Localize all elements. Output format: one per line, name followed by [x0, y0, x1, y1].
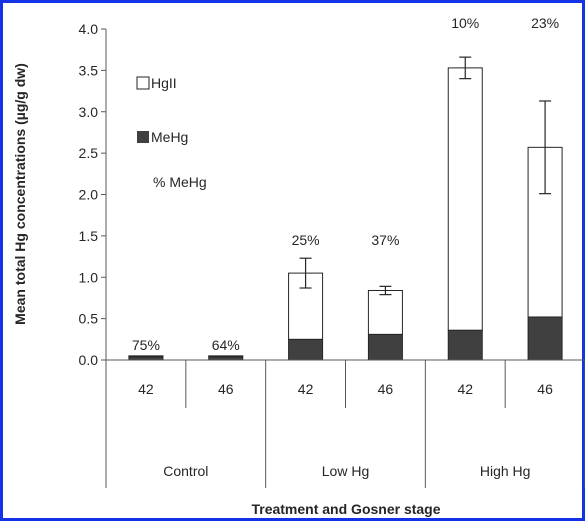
bar-mehg: [447, 329, 483, 361]
percent-label: 75%: [132, 337, 160, 353]
y-axis-title: Mean total Hg concentrations (µg/g dw): [12, 63, 28, 325]
x-stage-label: 46: [378, 381, 394, 397]
x-stage-label: 46: [537, 381, 553, 397]
legend-hgii-label: HgII: [151, 75, 177, 91]
bar-hgii: [208, 355, 244, 358]
y-tick-label: 2.5: [79, 145, 99, 161]
y-axis: 0.0 0.5 1.0 1.5 2.0 2.5 3.0 3.5 4.0: [79, 21, 107, 368]
y-tick-label: 1.5: [79, 228, 99, 244]
percent-label: 10%: [451, 15, 479, 31]
bar-mehg: [288, 338, 324, 361]
bar-mehg: [367, 333, 403, 361]
y-tick-label: 0.0: [79, 352, 99, 368]
y-tick-label: 3.5: [79, 62, 99, 78]
x-stage-label: 42: [457, 381, 473, 397]
percent-label: 23%: [531, 15, 559, 31]
y-tick-label: 2.0: [79, 187, 99, 203]
legend-hgii-swatch: [136, 76, 150, 90]
legend-mehg-swatch: [137, 131, 149, 143]
y-tick-label: 1.0: [79, 269, 99, 285]
y-tick-label: 0.5: [79, 311, 99, 327]
x-stage-label: 42: [298, 381, 314, 397]
y-tick-label: 4.0: [79, 21, 99, 37]
x-stage-label: 46: [218, 381, 234, 397]
x-axis: 42 46 42 46 42 46 Control Low Hg High Hg: [105, 359, 585, 488]
legend-mehg-label: MeHg: [151, 129, 188, 145]
percent-label: 37%: [371, 232, 399, 248]
legend: HgII MeHg % MeHg: [136, 75, 207, 190]
bar-mehg: [527, 316, 563, 361]
percent-label: 25%: [292, 232, 320, 248]
bar-hgii: [447, 67, 483, 331]
x-axis-title: Treatment and Gosner stage: [251, 501, 440, 517]
percent-label: 64%: [212, 337, 240, 353]
bar-hgii: [128, 355, 164, 358]
x-stage-label: 42: [138, 381, 154, 397]
bar-hgii: [367, 289, 403, 335]
x-group-label: Control: [163, 463, 208, 479]
legend-pct-label: % MeHg: [153, 174, 207, 190]
x-group-label: Low Hg: [322, 463, 369, 479]
y-tick-label: 3.0: [79, 104, 99, 120]
bars: 75% 64% 25% 37% 10% 23%: [128, 15, 563, 361]
x-group-label: High Hg: [480, 463, 531, 479]
